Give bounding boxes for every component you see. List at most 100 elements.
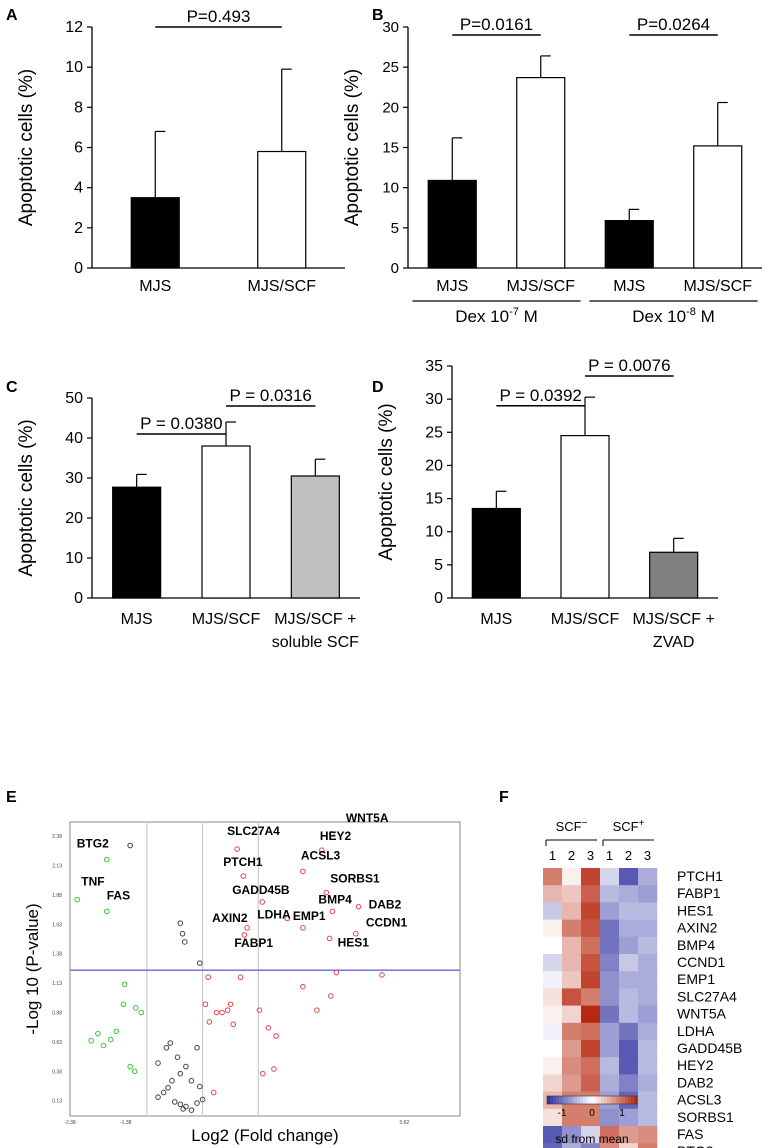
panel-label-e: E xyxy=(6,789,17,806)
panel-d-bar-chart: 0 5 10 15 20 25 30 35 Apoptotic cells (%) MJS MJS/… xyxy=(376,356,718,651)
heatmap-cell xyxy=(619,868,639,886)
heatmap-cell xyxy=(638,1126,658,1144)
heatmap-cell xyxy=(543,1126,563,1144)
heatmap-cell xyxy=(638,988,658,1006)
heatmap-cell xyxy=(619,1074,639,1092)
heatmap-cell xyxy=(543,936,563,955)
heatmap-cell xyxy=(543,1057,563,1075)
y-axis-title: Apoptotic cells (%) xyxy=(376,403,397,560)
heatmap-cell xyxy=(600,1126,620,1144)
column-label: 1 xyxy=(549,848,556,863)
heatmap-cell xyxy=(543,954,563,972)
heatmap-cell xyxy=(543,988,563,1006)
data-point xyxy=(188,1077,195,1084)
y-tick-label: 30 xyxy=(65,470,83,487)
color-scale-step xyxy=(610,1096,614,1104)
data-point xyxy=(95,1030,101,1037)
data-point xyxy=(127,842,133,849)
heatmap-cell xyxy=(562,919,582,938)
panel-b-bar-chart: 0 5 10 15 20 25 30 Apoptotic cells (%) MJS MJS/SC… xyxy=(342,15,762,326)
heatmap-cell xyxy=(600,954,620,972)
gene-label: SLC27A4 xyxy=(227,824,280,838)
data-point xyxy=(213,1009,220,1016)
labeled-data-point xyxy=(355,903,362,910)
heatmap-cell xyxy=(638,971,658,989)
data-point xyxy=(300,983,306,990)
color-scale-step xyxy=(604,1096,608,1104)
color-scale-step xyxy=(592,1096,596,1104)
data-point xyxy=(183,1063,189,1070)
y-tick-label: 0 xyxy=(434,590,443,607)
bar xyxy=(649,551,699,599)
heatmap-cell xyxy=(619,954,639,972)
p-value-label: P = 0.0076 xyxy=(588,356,670,375)
y-tick-label: 0.88 xyxy=(52,1011,62,1017)
heatmap-cell xyxy=(638,885,658,903)
color-scale-tick-label: 0 xyxy=(589,1108,595,1119)
column-label: 1 xyxy=(606,848,613,863)
gene-label: CCDN1 xyxy=(366,916,408,930)
color-scale-step xyxy=(634,1096,638,1104)
heatmap-cell xyxy=(543,919,563,938)
data-point xyxy=(138,1009,145,1016)
gene-label: FAS xyxy=(107,888,130,902)
color-scale-step xyxy=(559,1096,563,1104)
heatmap-cell xyxy=(638,1091,658,1110)
heatmap-cell xyxy=(581,1108,601,1127)
data-point xyxy=(177,1070,184,1077)
group-header-label: SCF+ xyxy=(613,818,645,834)
y-tick-label: 10 xyxy=(382,180,399,197)
heatmap-cell xyxy=(600,971,620,989)
heatmap-cell xyxy=(562,1040,582,1058)
heatmap-cell xyxy=(543,971,563,989)
heatmap-cell xyxy=(600,1005,620,1024)
y-tick-label: 2 xyxy=(74,220,83,237)
x-category-label: MJS/SCF + xyxy=(633,611,715,628)
x-tick-label: -2.38 xyxy=(64,1120,76,1126)
heatmap-cell xyxy=(600,1143,620,1148)
heatmap-cell xyxy=(619,1143,639,1148)
group-label: Dex 10-8 M xyxy=(632,306,715,326)
heatmap-cell xyxy=(619,902,639,920)
gene-label: TNF xyxy=(81,875,104,889)
bar xyxy=(604,220,654,269)
y-tick-label: 1.38 xyxy=(52,952,62,958)
y-tick-label: 0.38 xyxy=(52,1069,62,1075)
data-point xyxy=(197,960,203,966)
y-tick-label: 40 xyxy=(65,430,83,447)
bar xyxy=(471,507,521,599)
y-tick-label: 4 xyxy=(74,180,83,197)
y-tick-label: 5 xyxy=(434,557,443,574)
color-scale-step xyxy=(622,1096,626,1104)
labeled-data-point xyxy=(103,856,110,863)
y-axis-title: -Log 10 (P-value) xyxy=(23,903,42,1034)
y-tick-label: 1.63 xyxy=(52,922,62,928)
data-point xyxy=(132,1005,139,1011)
labeled-data-point xyxy=(284,915,291,922)
color-scale-step xyxy=(577,1096,581,1104)
data-point xyxy=(167,1040,174,1046)
column-label: 2 xyxy=(625,848,632,863)
heatmap-cell xyxy=(600,936,620,955)
x-category-label: MJS xyxy=(480,611,512,628)
data-point xyxy=(327,993,334,999)
data-point xyxy=(230,1021,237,1028)
data-point xyxy=(202,1001,209,1008)
labeled-data-point xyxy=(300,925,306,931)
heatmap-cell xyxy=(638,902,658,920)
heatmap-cell xyxy=(619,919,639,938)
heatmap-cell xyxy=(600,1022,620,1041)
color-scale-step xyxy=(565,1096,569,1104)
data-point xyxy=(206,1019,213,1025)
data-point xyxy=(256,1007,263,1013)
x-axis-title: Log2 (Fold change) xyxy=(191,1126,338,1145)
data-point xyxy=(179,930,186,937)
heatmap-cell xyxy=(562,1057,582,1075)
heatmap-cell xyxy=(543,868,563,886)
heatmap-cell xyxy=(543,1040,563,1058)
heatmap-cell xyxy=(619,971,639,989)
heatmap-cell xyxy=(619,1126,639,1144)
labeled-data-point xyxy=(234,846,240,852)
heatmap-cell xyxy=(638,1074,658,1092)
